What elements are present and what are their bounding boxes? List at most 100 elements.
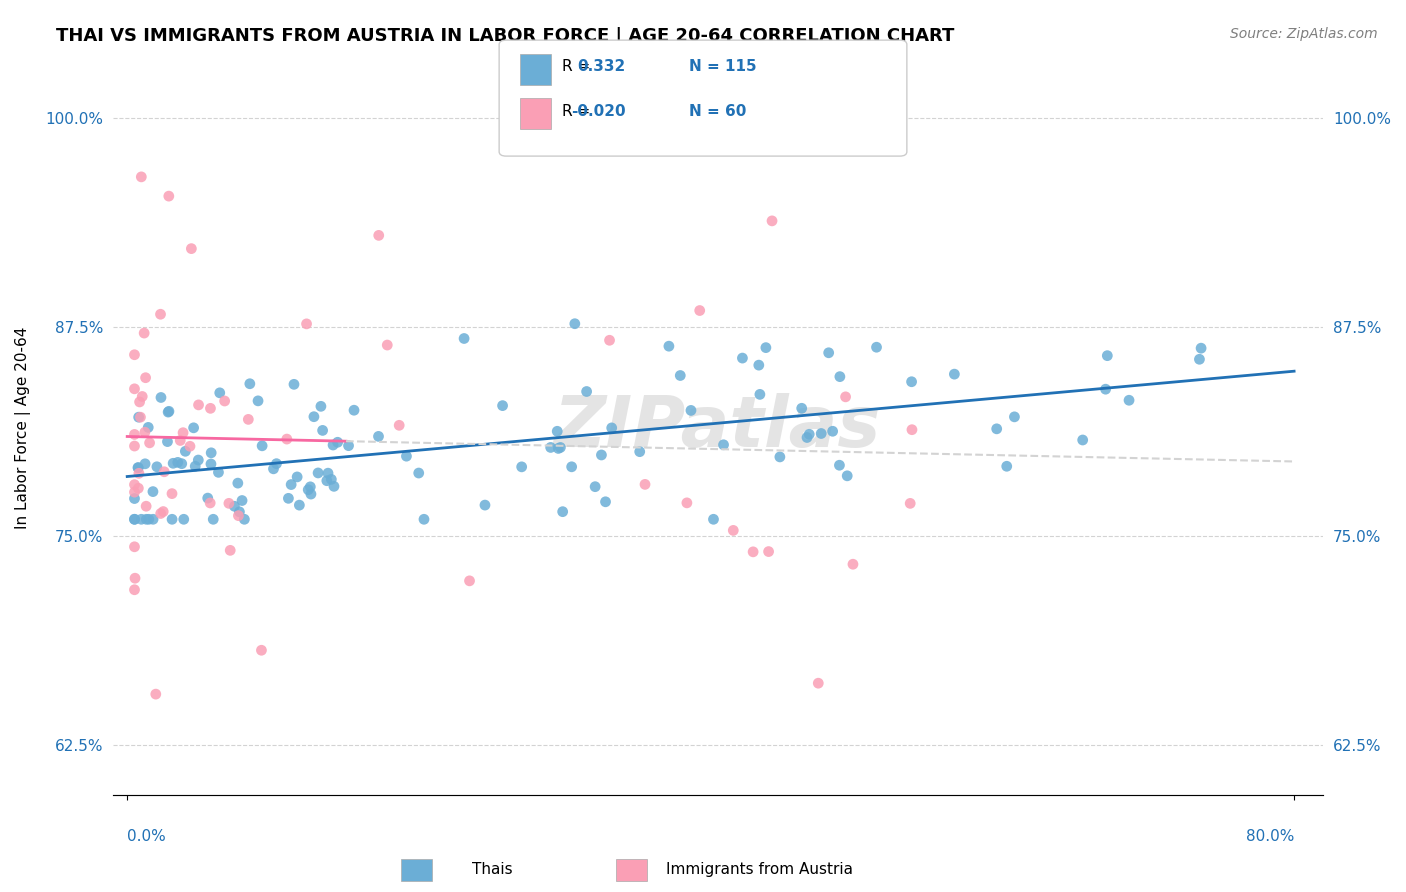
Thais bbox=[156, 434, 179, 449]
Thais bbox=[184, 459, 207, 474]
Text: THAI VS IMMIGRANTS FROM AUSTRIA IN LABOR FORCE | AGE 20-64 CORRELATION CHART: THAI VS IMMIGRANTS FROM AUSTRIA IN LABOR… bbox=[56, 27, 955, 45]
Thais bbox=[821, 424, 844, 438]
Thais bbox=[311, 424, 333, 438]
Immigrants from Austria bbox=[124, 382, 146, 396]
Thais bbox=[208, 385, 231, 400]
Thais bbox=[343, 403, 366, 417]
Immigrants from Austria bbox=[634, 477, 657, 491]
Immigrants from Austria bbox=[131, 169, 153, 184]
Thais bbox=[157, 404, 180, 418]
Thais bbox=[160, 512, 183, 526]
Thais bbox=[183, 421, 205, 435]
Thais bbox=[1118, 393, 1140, 408]
Thais bbox=[713, 438, 735, 452]
Thais bbox=[131, 512, 153, 526]
Immigrants from Austria bbox=[138, 435, 160, 450]
Thais bbox=[283, 377, 305, 392]
Thais bbox=[138, 512, 160, 526]
Thais bbox=[136, 420, 159, 434]
Immigrants from Austria bbox=[898, 496, 921, 510]
Thais bbox=[546, 425, 568, 439]
Thais bbox=[679, 403, 702, 417]
Thais bbox=[326, 435, 349, 450]
Thais bbox=[1188, 352, 1211, 367]
Immigrants from Austria bbox=[160, 486, 183, 500]
Thais bbox=[510, 459, 533, 474]
Thais bbox=[157, 405, 180, 419]
Immigrants from Austria bbox=[228, 508, 250, 523]
Thais bbox=[408, 466, 430, 480]
Text: 0.0%: 0.0% bbox=[127, 829, 166, 844]
Thais bbox=[865, 340, 887, 354]
Thais bbox=[266, 457, 288, 471]
Thais bbox=[453, 331, 475, 345]
Text: Thais: Thais bbox=[472, 863, 512, 877]
Immigrants from Austria bbox=[367, 228, 389, 243]
Thais bbox=[174, 444, 197, 458]
Immigrants from Austria bbox=[723, 524, 745, 538]
Thais bbox=[540, 441, 562, 455]
Immigrants from Austria bbox=[124, 571, 146, 585]
Thais bbox=[395, 449, 418, 463]
Immigrants from Austria bbox=[124, 540, 146, 554]
Thais bbox=[128, 410, 150, 425]
Immigrants from Austria bbox=[149, 507, 172, 521]
Thais bbox=[142, 512, 165, 526]
Immigrants from Austria bbox=[149, 307, 172, 321]
Immigrants from Austria bbox=[295, 317, 318, 331]
Text: 80.0%: 80.0% bbox=[1246, 829, 1294, 844]
Thais bbox=[551, 505, 574, 519]
Immigrants from Austria bbox=[145, 687, 167, 701]
Thais bbox=[1071, 433, 1094, 447]
Immigrants from Austria bbox=[124, 582, 146, 597]
Thais bbox=[170, 457, 193, 471]
Immigrants from Austria bbox=[135, 500, 157, 514]
Immigrants from Austria bbox=[388, 418, 411, 433]
Immigrants from Austria bbox=[214, 394, 236, 409]
Thais bbox=[263, 462, 285, 476]
Text: Source: ZipAtlas.com: Source: ZipAtlas.com bbox=[1230, 27, 1378, 41]
Text: N = 115: N = 115 bbox=[689, 60, 756, 74]
Thais bbox=[337, 439, 360, 453]
Thais bbox=[702, 512, 724, 526]
Thais bbox=[124, 491, 146, 506]
Thais bbox=[285, 470, 308, 484]
Thais bbox=[197, 491, 219, 505]
Thais bbox=[321, 472, 343, 486]
Thais bbox=[1094, 382, 1116, 396]
Thais bbox=[900, 375, 922, 389]
Immigrants from Austria bbox=[128, 467, 150, 481]
Immigrants from Austria bbox=[250, 643, 273, 657]
Thais bbox=[1189, 341, 1212, 355]
Thais bbox=[595, 495, 617, 509]
Thais bbox=[367, 429, 389, 443]
Thais bbox=[748, 387, 770, 401]
Thais bbox=[307, 466, 329, 480]
Text: -0.020: -0.020 bbox=[571, 104, 626, 119]
Immigrants from Austria bbox=[198, 496, 221, 510]
Thais bbox=[564, 317, 586, 331]
Immigrants from Austria bbox=[458, 574, 481, 588]
Thais bbox=[828, 458, 851, 473]
Immigrants from Austria bbox=[124, 427, 146, 442]
Thais bbox=[748, 358, 770, 372]
Text: 0.332: 0.332 bbox=[578, 60, 626, 74]
Thais bbox=[309, 400, 332, 414]
Thais bbox=[600, 421, 623, 435]
Immigrants from Austria bbox=[834, 390, 856, 404]
Thais bbox=[247, 393, 270, 408]
Immigrants from Austria bbox=[152, 505, 174, 519]
Thais bbox=[233, 512, 256, 526]
Immigrants from Austria bbox=[219, 543, 242, 558]
Thais bbox=[583, 480, 606, 494]
Immigrants from Austria bbox=[842, 558, 865, 572]
Thais bbox=[288, 498, 311, 512]
Thais bbox=[986, 422, 1008, 436]
Thais bbox=[491, 399, 513, 413]
Immigrants from Austria bbox=[200, 401, 222, 416]
Text: N = 60: N = 60 bbox=[689, 104, 747, 119]
Thais bbox=[200, 457, 222, 471]
Thais bbox=[995, 459, 1018, 474]
Thais bbox=[628, 444, 651, 458]
Immigrants from Austria bbox=[124, 485, 146, 500]
